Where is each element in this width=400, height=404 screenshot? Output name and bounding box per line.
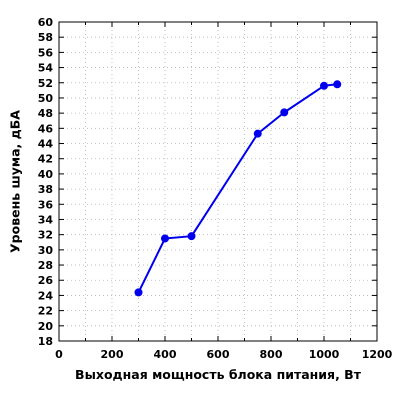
y-tick-label: 50 [38,92,54,105]
y-tick-label: 48 [38,107,53,120]
series-line [137,83,338,293]
x-tick-label: 0 [55,348,63,361]
y-tick-label: 54 [38,62,54,75]
data-point [134,288,143,297]
y-tick-label: 38 [38,183,53,196]
x-tick-label: 400 [154,348,177,361]
y-tick-label: 18 [38,335,53,348]
y-tick-label: 30 [38,244,54,257]
y-tick-label: 36 [38,198,54,211]
x-tick-label: 600 [207,348,230,361]
y-tick-label: 22 [38,305,53,318]
y-tick-label: 34 [38,213,54,226]
y-tick-label: 56 [38,46,54,59]
y-tick-label: 42 [38,153,53,166]
data-point [333,80,342,89]
y-tick-label: 26 [38,274,54,287]
y-tick-label: 24 [38,289,54,302]
y-tick-label: 28 [38,259,53,272]
y-axis-title: Уровень шума, дБА [8,110,23,253]
y-tick-label: 20 [38,320,54,333]
axis-ticks: 0 200 400 600 800 1000 1200 18 20 22 24 26 28 30 32 34 3… [38,16,393,361]
y-tick-label: 58 [38,31,53,44]
x-tick-label: 1200 [362,348,393,361]
data-point [187,232,196,241]
plot-frame [58,21,378,342]
x-tick-label: 200 [101,348,124,361]
data-point [280,108,289,117]
series [134,80,342,297]
y-tick-label: 32 [38,229,53,242]
data-point [253,129,262,138]
y-tick-label: 52 [38,77,53,90]
grid [59,22,377,341]
x-tick-label: 800 [260,348,283,361]
y-tick-label: 44 [38,138,54,151]
y-tick-label: 46 [38,122,54,135]
y-tick-label: 60 [38,16,54,29]
data-point [161,234,169,243]
x-tick-label: 1000 [309,348,340,361]
data-point [320,81,328,90]
x-axis-title: Выходная мощность блока питания, Вт [75,367,362,382]
y-tick-label: 40 [38,168,54,181]
